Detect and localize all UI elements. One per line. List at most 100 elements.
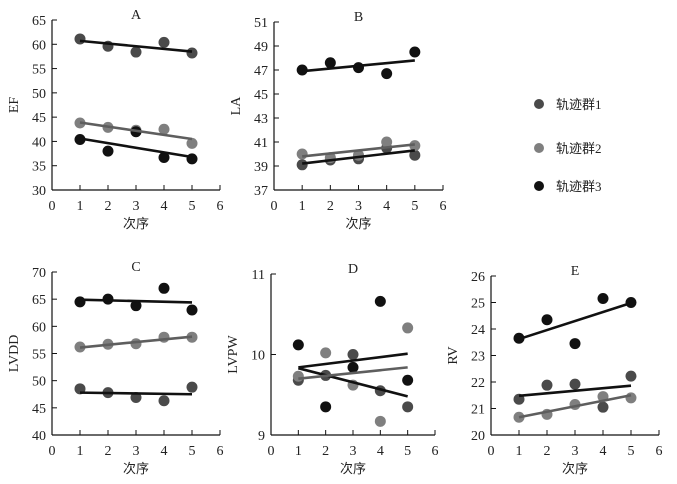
x-tick-label: 6 — [217, 199, 224, 214]
y-tick-label: 22 — [471, 376, 485, 391]
y-tick-label: 9 — [258, 429, 265, 444]
trend-line-group1 — [298, 366, 408, 398]
y-axis-label: RV — [446, 346, 461, 364]
data-point-group1 — [186, 47, 198, 59]
data-point-group3 — [402, 374, 414, 386]
data-point-group3 — [347, 361, 359, 373]
y-tick-label: 23 — [471, 350, 485, 365]
x-tick-label: 4 — [600, 444, 607, 459]
data-point-group2 — [625, 392, 637, 404]
data-point-group3 — [541, 314, 553, 326]
y-tick-label: 26 — [471, 270, 485, 285]
data-point-group1 — [409, 149, 421, 161]
y-tick-label: 50 — [32, 375, 46, 390]
trend-line-group2 — [79, 121, 193, 141]
x-axis-label: 次序 — [123, 216, 149, 231]
legend-label: 轨迹群2 — [556, 141, 602, 156]
data-point-group2 — [320, 347, 332, 359]
x-tick-label: 4 — [161, 199, 168, 214]
data-point-group2 — [381, 136, 393, 148]
chart-title: D — [348, 262, 358, 277]
y-tick-label: 35 — [32, 160, 46, 175]
data-point-group3 — [186, 304, 198, 316]
x-tick-label: 0 — [268, 444, 275, 459]
data-point-group3 — [158, 282, 170, 294]
x-tick-label: 5 — [404, 444, 411, 459]
data-point-group3 — [74, 296, 86, 308]
x-axis-label: 次序 — [562, 461, 588, 476]
legend-item-1: 轨迹群1 — [534, 97, 602, 112]
legend-label: 轨迹群3 — [556, 179, 602, 194]
x-tick-label: 1 — [77, 199, 84, 214]
x-tick-label: 3 — [572, 444, 579, 459]
x-tick-label: 4 — [161, 444, 168, 459]
x-tick-label: 6 — [217, 444, 224, 459]
data-point-group3 — [130, 300, 142, 312]
y-tick-label: 21 — [471, 403, 485, 418]
legend-marker — [534, 143, 544, 153]
data-point-group3 — [409, 46, 421, 58]
x-tick-label: 3 — [350, 444, 357, 459]
y-tick-label: 30 — [32, 184, 46, 199]
x-tick-label: 0 — [271, 199, 278, 214]
y-tick-label: 43 — [254, 112, 268, 127]
y-axis-label: LVDD — [7, 335, 22, 373]
data-point-group3 — [374, 295, 386, 307]
data-point-group2 — [292, 370, 304, 382]
y-axis-label: LA — [229, 96, 244, 116]
data-point-group3 — [102, 145, 114, 157]
data-point-group3 — [353, 62, 364, 74]
x-tick-label: 4 — [377, 444, 384, 459]
trend-line-group1 — [79, 391, 193, 396]
legend-marker — [534, 181, 544, 191]
x-axis-label: 次序 — [340, 461, 366, 476]
chart-title: B — [354, 10, 363, 25]
data-point-group1 — [158, 395, 170, 407]
y-tick-label: 70 — [32, 266, 46, 281]
x-tick-label: 0 — [488, 444, 495, 459]
y-tick-label: 10 — [251, 349, 265, 364]
x-axis-label: 次序 — [123, 461, 149, 476]
x-axis-label: 次序 — [345, 216, 371, 231]
data-point-group1 — [347, 349, 359, 360]
x-tick-label: 1 — [295, 444, 302, 459]
data-point-group2 — [158, 123, 170, 135]
x-tick-label: 6 — [440, 199, 447, 214]
y-tick-label: 50 — [32, 87, 46, 102]
data-point-group3 — [320, 401, 332, 413]
legend-marker — [534, 99, 544, 109]
trend-line-group2 — [302, 143, 415, 158]
y-tick-label: 24 — [471, 323, 485, 338]
chart-d: 0 1 2 3 4 5 6 9 10 11 D 次序 LVPW — [226, 262, 439, 476]
legend-label: 轨迹群1 — [556, 97, 602, 112]
trend-line-group3 — [302, 59, 415, 73]
legend-item-3: 轨迹群3 — [534, 179, 602, 194]
data-point-group2 — [186, 137, 198, 149]
y-tick-label: 47 — [254, 64, 268, 79]
trend-line-group3 — [79, 298, 193, 304]
x-tick-label: 3 — [133, 444, 140, 459]
x-tick-label: 1 — [516, 444, 523, 459]
trend-line-group3 — [298, 352, 408, 369]
x-tick-label: 3 — [355, 199, 362, 214]
y-tick-label: 65 — [32, 293, 46, 308]
y-tick-label: 41 — [254, 136, 268, 151]
x-tick-label: 1 — [77, 444, 84, 459]
x-tick-label: 6 — [432, 444, 439, 459]
y-tick-label: 60 — [32, 38, 46, 53]
data-point-group3 — [381, 68, 393, 80]
y-tick-label: 45 — [254, 88, 268, 103]
data-point-group1 — [625, 370, 637, 382]
data-point-group3 — [324, 57, 336, 69]
x-tick-label: 0 — [49, 444, 56, 459]
x-tick-label: 2 — [327, 199, 334, 214]
x-tick-label: 0 — [49, 199, 56, 214]
trend-line-group3 — [79, 137, 193, 159]
x-tick-label: 5 — [628, 444, 635, 459]
data-point-group3 — [292, 339, 304, 351]
x-tick-label: 6 — [656, 444, 663, 459]
data-point-group3 — [158, 151, 170, 163]
x-tick-label: 2 — [105, 444, 112, 459]
